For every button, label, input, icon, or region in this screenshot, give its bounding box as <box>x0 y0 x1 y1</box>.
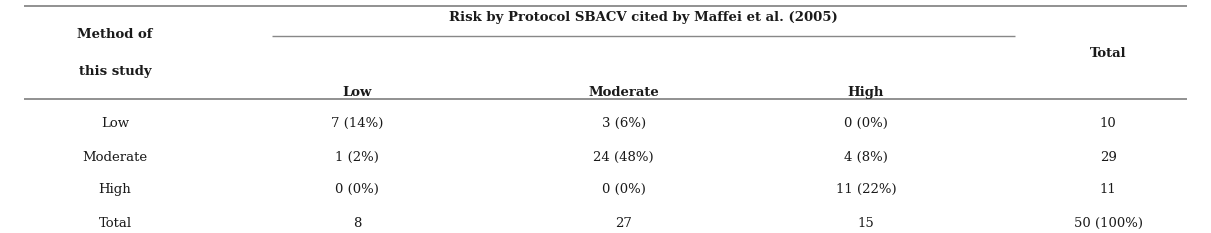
Text: High: High <box>98 183 132 196</box>
Text: 1 (2%): 1 (2%) <box>335 151 379 164</box>
Text: Moderate: Moderate <box>589 86 659 99</box>
Text: 8: 8 <box>354 217 361 230</box>
Text: 11 (22%): 11 (22%) <box>836 183 896 196</box>
Text: 3 (6%): 3 (6%) <box>602 117 645 130</box>
Text: Total: Total <box>98 217 132 230</box>
Text: Risk by Protocol SBACV cited by Maffei et al. (2005): Risk by Protocol SBACV cited by Maffei e… <box>448 11 838 24</box>
Text: 29: 29 <box>1100 151 1117 164</box>
Text: Moderate: Moderate <box>82 151 148 164</box>
Text: High: High <box>848 86 884 99</box>
Text: 10: 10 <box>1100 117 1117 130</box>
Text: 0 (0%): 0 (0%) <box>602 183 645 196</box>
Text: this study: this study <box>79 65 151 78</box>
Text: 27: 27 <box>615 217 632 230</box>
Text: Low: Low <box>101 117 130 130</box>
Text: 7 (14%): 7 (14%) <box>331 117 384 130</box>
Text: 15: 15 <box>857 217 874 230</box>
Text: 0 (0%): 0 (0%) <box>844 117 888 130</box>
Text: Method of: Method of <box>78 28 153 41</box>
Text: Total: Total <box>1090 47 1126 60</box>
Text: 0 (0%): 0 (0%) <box>335 183 379 196</box>
Text: 50 (100%): 50 (100%) <box>1074 217 1142 230</box>
Text: 4 (8%): 4 (8%) <box>844 151 888 164</box>
Text: Low: Low <box>343 86 372 99</box>
Text: 11: 11 <box>1100 183 1117 196</box>
Text: 24 (48%): 24 (48%) <box>593 151 654 164</box>
